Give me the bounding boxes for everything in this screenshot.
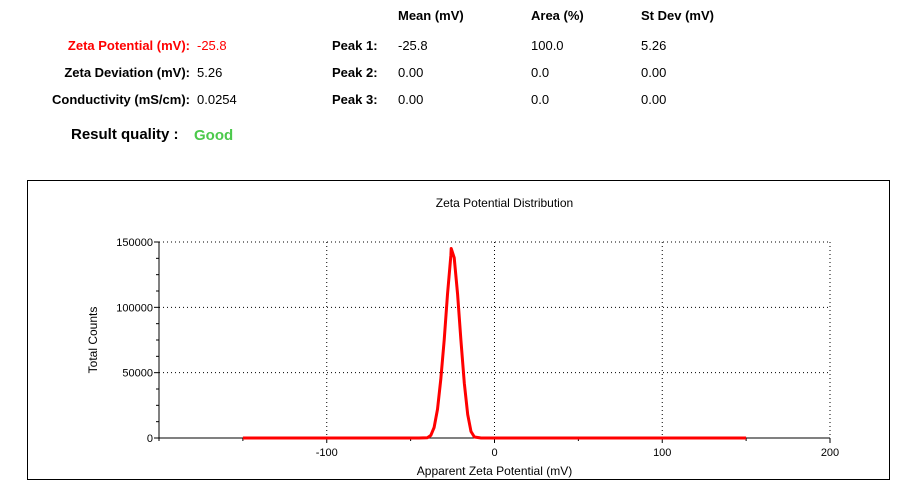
zeta-potential-value: -25.8 bbox=[197, 38, 227, 53]
x-tick-label: 200 bbox=[821, 447, 839, 459]
zeta-deviation-value: 5.26 bbox=[197, 65, 223, 80]
x-tick-label: 100 bbox=[653, 447, 671, 459]
header-area: Area (%) bbox=[531, 8, 584, 23]
peak-2-area: 0.0 bbox=[531, 65, 550, 80]
zeta-potential-label: Zeta Potential (mV): bbox=[67, 38, 190, 53]
peak-3-stdev: 0.00 bbox=[641, 92, 667, 107]
y-tick-label: 150000 bbox=[116, 237, 153, 249]
zeta-distribution-chart: Zeta Potential Distribution 0 50000 100000 1… bbox=[86, 196, 839, 478]
x-tick-label: 0 bbox=[491, 447, 497, 459]
chart-title: Zeta Potential Distribution bbox=[436, 196, 573, 210]
y-tick-label: 50000 bbox=[122, 368, 153, 380]
y-tick-label: 0 bbox=[147, 433, 153, 445]
conductivity-label: Conductivity (mS/cm): bbox=[52, 92, 190, 107]
result-quality-label: Result quality : bbox=[71, 126, 179, 143]
peak-3-area: 0.0 bbox=[531, 92, 550, 107]
chart-panel: Zeta Potential Distribution 0 50000 100000 1… bbox=[27, 180, 890, 480]
peak-2-stdev: 0.00 bbox=[641, 65, 667, 80]
conductivity-value: 0.0254 bbox=[197, 92, 237, 107]
y-axis-label: Total Counts bbox=[86, 307, 100, 374]
result-quality-value: Good bbox=[194, 127, 234, 144]
peak-2-mean: 0.00 bbox=[398, 65, 424, 80]
peak-1-label: Peak 1: bbox=[332, 38, 378, 53]
peak-3-mean: 0.00 bbox=[398, 92, 424, 107]
header-stdev: St Dev (mV) bbox=[641, 8, 714, 23]
peak-3-label: Peak 3: bbox=[332, 92, 378, 107]
x-axis-label: Apparent Zeta Potential (mV) bbox=[417, 464, 572, 478]
x-tick-label: -100 bbox=[316, 447, 338, 459]
header-mean: Mean (mV) bbox=[398, 8, 464, 23]
peak-1-area: 100.0 bbox=[531, 38, 564, 53]
zeta-deviation-label: Zeta Deviation (mV): bbox=[64, 65, 190, 80]
peak-1-mean: -25.8 bbox=[398, 38, 428, 53]
peak-2-label: Peak 2: bbox=[332, 65, 378, 80]
y-tick-label: 100000 bbox=[116, 302, 153, 314]
distribution-series-line bbox=[242, 247, 747, 440]
peak-1-stdev: 5.26 bbox=[641, 38, 667, 53]
